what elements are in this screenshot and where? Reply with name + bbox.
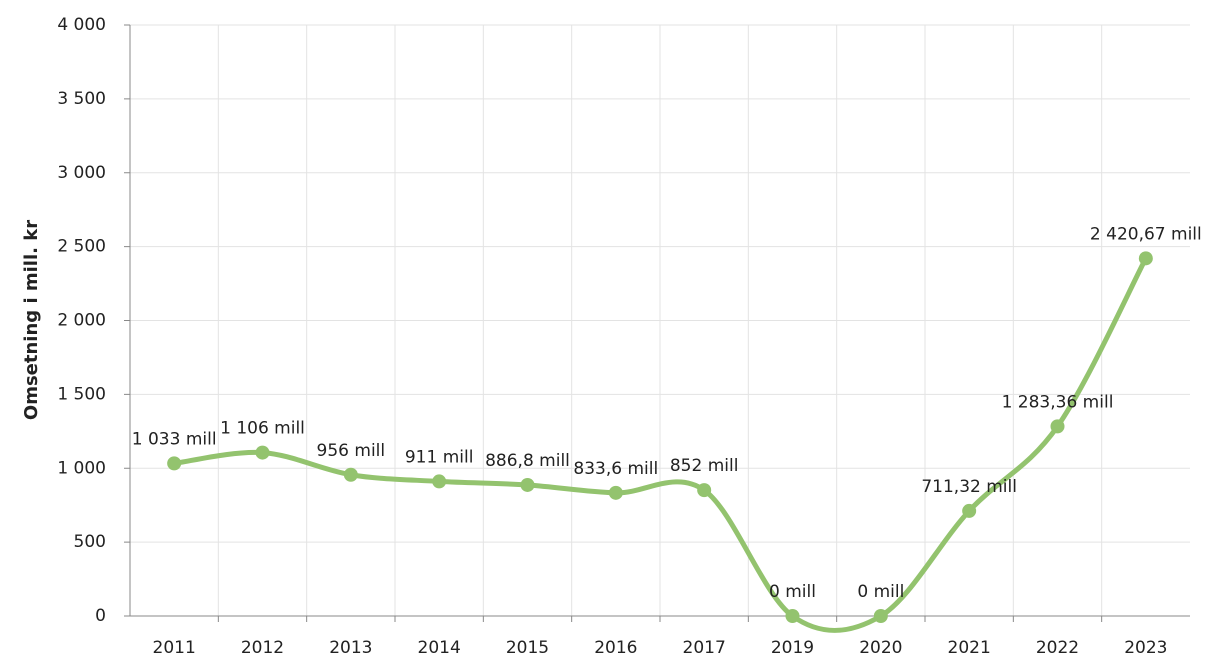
point <box>167 456 182 471</box>
data-label: 911 mill <box>405 447 474 467</box>
x-tick-label: 2014 <box>418 638 461 658</box>
y-tick-label: 500 <box>74 532 106 552</box>
y-tick-label: 3 000 <box>57 163 106 183</box>
data-label: 0 mill <box>857 582 904 602</box>
x-tick-label: 2019 <box>771 638 814 658</box>
data-label: 956 mill <box>317 441 386 461</box>
x-tick-label: 2022 <box>1036 638 1079 658</box>
data-label: 886,8 mill <box>485 451 570 471</box>
y-tick-label: 1 000 <box>57 458 106 478</box>
point <box>1138 251 1153 266</box>
x-tick-label: 2020 <box>859 638 902 658</box>
point <box>785 609 800 623</box>
x-tick-label: 2013 <box>329 638 372 658</box>
data-label: 852 mill <box>670 456 739 476</box>
point <box>873 609 888 623</box>
y-tick-label: 3 500 <box>57 89 106 109</box>
y-tick-label: 2 500 <box>57 237 106 257</box>
x-tick-label: 2016 <box>594 638 637 658</box>
data-label: 1 106 mill <box>220 419 305 439</box>
point <box>343 467 358 482</box>
data-label: 2 420,67 mill <box>1090 224 1202 244</box>
x-tick-label: 2017 <box>683 638 726 658</box>
point <box>608 485 623 500</box>
point <box>520 477 535 492</box>
y-tick-label: 4 000 <box>57 15 106 35</box>
data-label: 833,6 mill <box>573 459 658 479</box>
point <box>255 445 270 460</box>
x-tick-label: 2011 <box>153 638 196 658</box>
point <box>697 483 712 498</box>
data-label: 711,32 mill <box>921 477 1017 497</box>
x-tick-label: 2012 <box>241 638 284 658</box>
point <box>432 474 447 489</box>
y-tick-label: 1 500 <box>57 384 106 404</box>
y-axis-label: Omsetning i mill. kr <box>21 220 42 420</box>
point <box>1050 419 1065 434</box>
data-label: 1 033 mill <box>132 429 217 449</box>
x-tick-label: 2023 <box>1124 638 1167 658</box>
x-tick-label: 2015 <box>506 638 549 658</box>
x-tick-label: 2021 <box>948 638 991 658</box>
data-label: 0 mill <box>769 582 816 602</box>
data-label: 1 283,36 mill <box>1002 392 1114 412</box>
point <box>962 503 977 518</box>
y-tick-label: 2 000 <box>57 311 106 331</box>
y-tick-label: 0 <box>95 606 106 626</box>
